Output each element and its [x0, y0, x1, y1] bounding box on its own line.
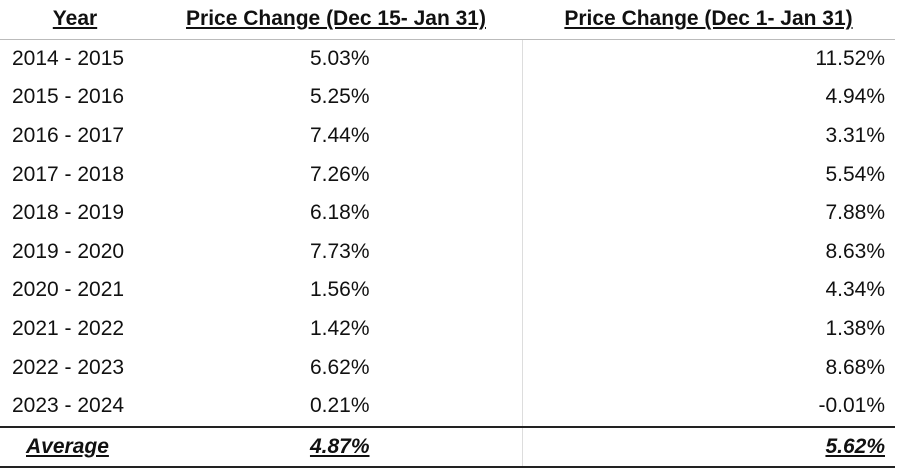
header-cell: Year [0, 0, 150, 40]
value-cell: 8.68% [521, 348, 895, 387]
data-row: 2017 - 2018 7.26% 5.54% [0, 155, 895, 194]
year-cell: 2014 - 2015 [12, 46, 125, 70]
year-cell: 2021 - 2022 [12, 317, 125, 341]
value-cell: -0.01% [521, 386, 895, 427]
value-cell: 7.88% [521, 193, 895, 233]
value-cell: 4.87% [150, 425, 522, 469]
data-row: 2020 - 2021 1.56% 4.34% [0, 271, 895, 310]
value-cell: 7.73% [309, 239, 370, 263]
value-cell: 8.63% [521, 232, 895, 272]
value-cell: 6.62% [309, 355, 370, 379]
value-cell: 4.94% [521, 78, 895, 117]
value-cell: 6.18% [309, 201, 370, 225]
header-row: Year Price Change (Dec 15- Jan 31) Price… [0, 0, 895, 40]
data-row: 2018 - 2019 6.18% 7.88% [0, 193, 895, 233]
data-row: 2022 - 2023 6.62% 8.68% [0, 348, 895, 387]
average-row: Average 4.87% 5.62% [0, 425, 895, 469]
data-row: 2023 - 2024 0.21% -0.01% [0, 386, 895, 427]
data-row: 2015 - 2016 5.25% 4.94% [0, 78, 895, 117]
year-cell: 2020 - 2021 [12, 278, 125, 302]
value-cell: 5.03% [309, 46, 370, 70]
value-cell: 5.62% [521, 425, 895, 469]
data-row: 2021 - 2022 1.42% 1.38% [0, 309, 895, 349]
value-cell: 11.52% [521, 39, 895, 79]
year-cell: 2015 - 2016 [12, 85, 125, 109]
value-cell: 1.38% [521, 309, 895, 349]
value-cell: 3.31% [521, 116, 895, 156]
value-cell: 4.34% [521, 271, 895, 310]
year-cell: 2022 - 2023 [12, 355, 125, 379]
year-cell: 2017 - 2018 [12, 162, 125, 186]
value-cell: 7.44% [309, 124, 370, 148]
year-cell: 2023 - 2024 [12, 394, 125, 418]
year-cell: 2018 - 2019 [12, 201, 125, 225]
price-table: Year Price Change (Dec 15- Jan 31) Price… [0, 0, 895, 469]
data-row: 2016 - 2017 7.44% 3.31% [0, 116, 895, 156]
year-cell: 2016 - 2017 [12, 124, 125, 148]
header-cell: Price Change (Dec 15- Jan 31) [150, 0, 522, 40]
year-cell: 2019 - 2020 [12, 239, 125, 263]
value-cell: 1.42% [309, 317, 370, 341]
data-row: 2014 - 2015 5.03% 11.52% [0, 39, 895, 79]
value-cell: 1.56% [309, 278, 370, 302]
value-cell: 5.25% [309, 85, 370, 109]
header-cell: Price Change (Dec 1- Jan 31) [522, 0, 895, 40]
value-cell: 0.21% [309, 394, 370, 418]
value-cell: 5.54% [521, 155, 895, 194]
data-row: 2019 - 2020 7.73% 8.63% [0, 232, 895, 272]
value-cell: 7.26% [309, 162, 370, 186]
year-cell: Average [0, 425, 150, 469]
